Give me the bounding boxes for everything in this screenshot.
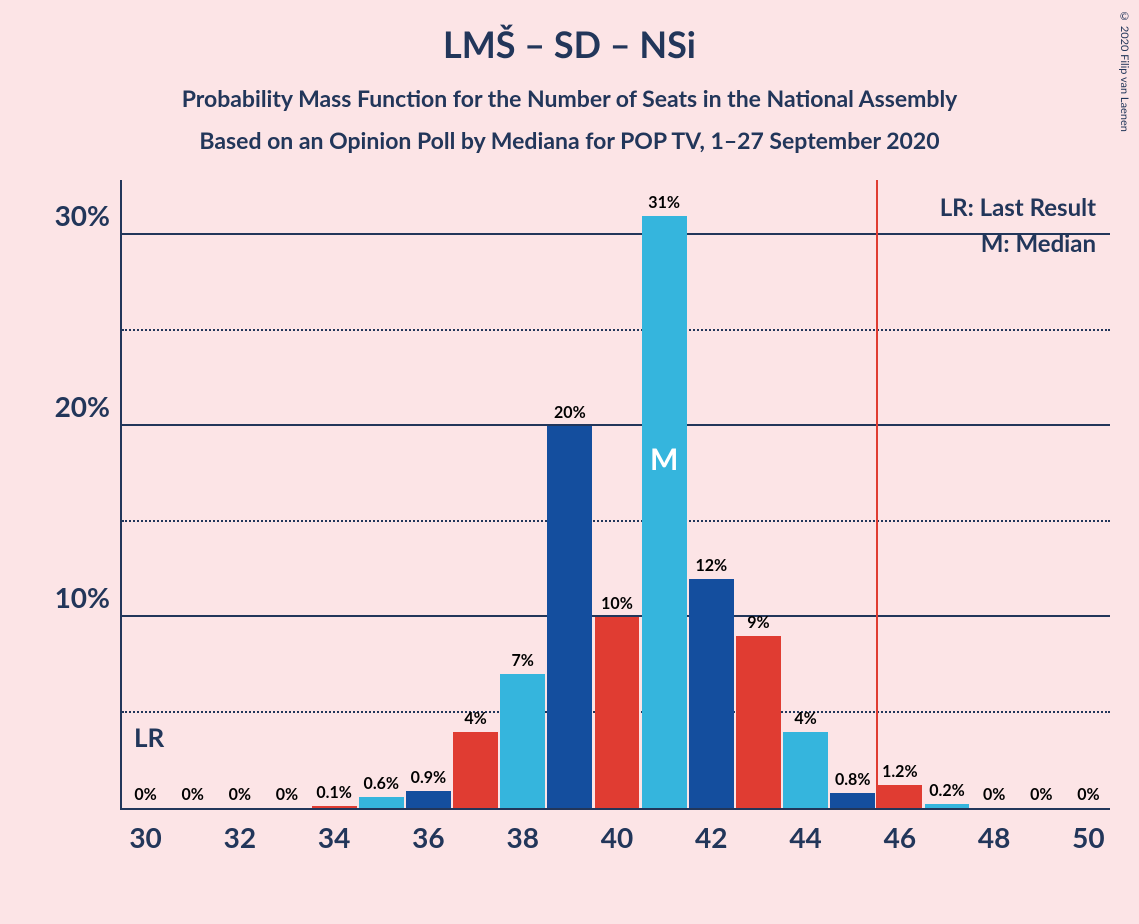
bar-value-label: 0% [134,785,156,804]
x-tick-label: 40 [601,820,633,854]
gridline-minor [122,520,1110,522]
x-tick-label: 46 [884,820,916,854]
bar: 4% [783,732,828,808]
bar: 0.6% [359,797,404,808]
bar-value-label: 0% [1030,785,1052,804]
lr-label: LR [134,721,164,753]
x-tick-label: 32 [224,820,256,854]
bar-value-label: 0% [182,785,204,804]
bar-value-label: 0.1% [316,783,351,802]
bar: 0.1% [312,806,357,808]
x-tick-label: 42 [695,820,727,854]
bar-value-label: 0% [276,785,298,804]
y-tick-label: 20% [55,389,110,423]
bar-value-label: 31% [648,193,680,212]
bar-value-label: 1.2% [882,762,917,781]
legend-lr: LR: Last Result [940,190,1096,226]
y-tick-label: 10% [55,580,110,614]
bar-value-label: 4% [464,709,486,728]
gridline-minor [122,329,1110,331]
gridline-major [122,424,1110,426]
chart-title: LMŠ – SD – NSi [0,0,1139,66]
bar-value-label: 10% [601,594,633,613]
bar-value-label: 0.9% [411,768,446,787]
x-tick-label: 44 [789,820,821,854]
plot-frame: LR: Last Result M: Median 10%20%30%30323… [120,180,1110,810]
y-tick-label: 30% [55,198,110,232]
copyright-text: © 2020 Filip van Laenen [1118,10,1131,132]
bar: 31%M [642,216,687,808]
bar: 20% [547,426,592,808]
x-tick-label: 30 [129,820,161,854]
median-marker: M [650,441,678,477]
bar-value-label: 9% [747,613,769,632]
bar-value-label: 0% [1077,785,1099,804]
bar: 4% [453,732,498,808]
x-tick-label: 34 [318,820,350,854]
x-tick-label: 50 [1072,820,1104,854]
x-tick-label: 38 [506,820,538,854]
bar-value-label: 0.6% [364,774,399,793]
x-tick-label: 36 [412,820,444,854]
bar: 7% [500,674,545,808]
bar: 12% [689,579,734,808]
bar-value-label: 4% [794,709,816,728]
bar-value-label: 20% [554,403,586,422]
bar: 10% [595,617,640,808]
bar-value-label: 0.2% [929,781,964,800]
legend: LR: Last Result M: Median [940,190,1096,262]
bar: 0.9% [406,791,451,808]
chart-subtitle-2: Based on an Opinion Poll by Mediana for … [0,126,1139,154]
legend-m: M: Median [940,226,1096,262]
lr-line [876,180,878,808]
chart-subtitle-1: Probability Mass Function for the Number… [0,84,1139,112]
bar: 9% [736,636,781,808]
bar-value-label: 0% [983,785,1005,804]
bar-value-label: 0.8% [835,770,870,789]
bar: 1.2% [877,785,922,808]
gridline-major [122,233,1110,235]
x-tick-label: 48 [978,820,1010,854]
bar-value-label: 0% [229,785,251,804]
bar-value-label: 12% [695,556,727,575]
bar-value-label: 7% [512,651,534,670]
bar: 0.2% [925,804,970,808]
chart-plot-area: LR: Last Result M: Median 10%20%30%30323… [120,180,1110,810]
bar: 0.8% [830,793,875,808]
